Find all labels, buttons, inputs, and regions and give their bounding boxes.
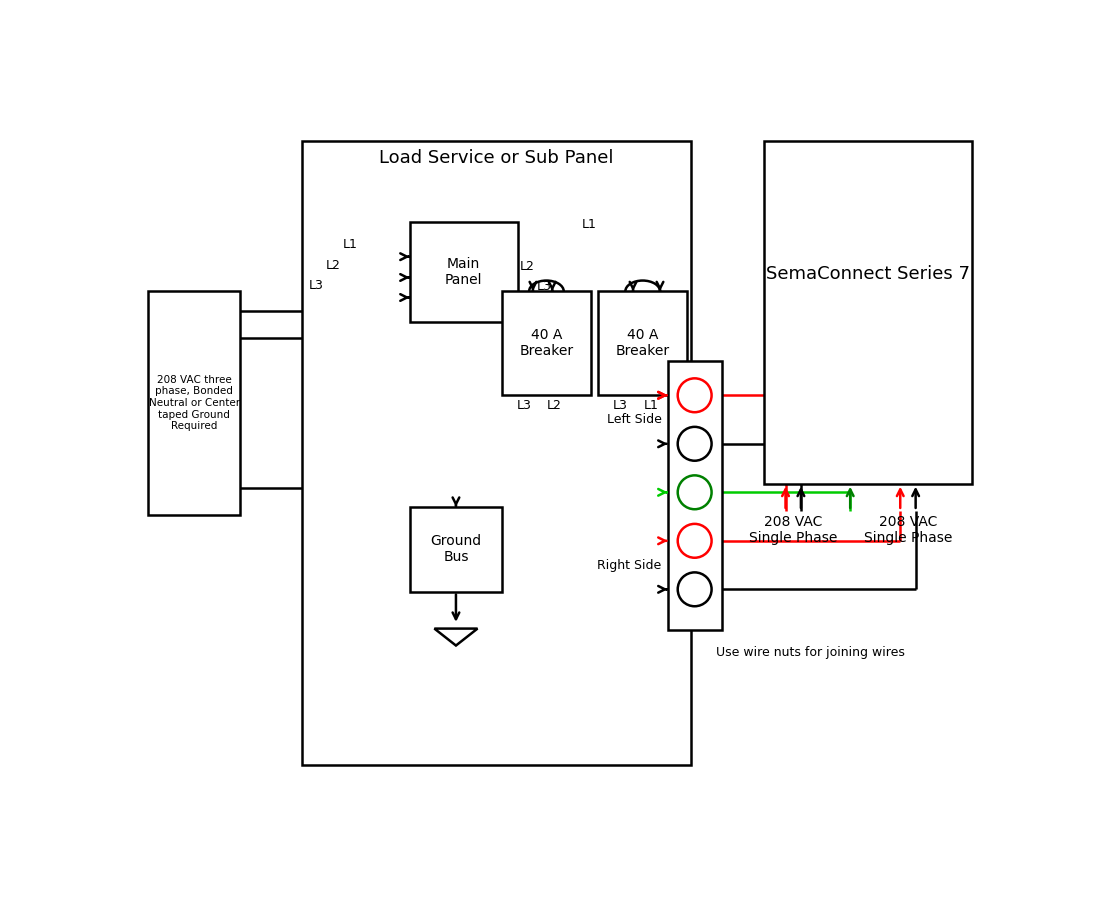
Bar (409, 507, 502, 591)
Text: L2: L2 (547, 399, 562, 412)
Text: L1: L1 (343, 239, 358, 251)
Bar (668, 361, 722, 630)
Text: 40 A
Breaker: 40 A Breaker (519, 328, 573, 358)
Text: SemaConnect Series 7: SemaConnect Series 7 (766, 265, 970, 283)
Text: 40 A
Breaker: 40 A Breaker (616, 328, 670, 358)
Text: L1: L1 (581, 219, 596, 231)
Text: Use wire nuts for joining wires: Use wire nuts for joining wires (716, 646, 904, 658)
Text: 208 VAC three
phase, Bonded
Neutral or Center
taped Ground
Required: 208 VAC three phase, Bonded Neutral or C… (148, 375, 240, 431)
Bar (763, 141, 972, 483)
Text: L3: L3 (516, 399, 531, 412)
Text: Right Side: Right Side (597, 559, 661, 571)
Text: L2: L2 (326, 259, 341, 272)
Bar (409, 222, 518, 322)
Bar (301, 141, 691, 765)
Bar (502, 291, 591, 395)
Text: Ground
Bus: Ground Bus (430, 534, 482, 564)
Text: Load Service or Sub Panel: Load Service or Sub Panel (379, 149, 614, 167)
Text: Main
Panel: Main Panel (444, 257, 483, 288)
Polygon shape (434, 629, 477, 646)
Text: Left Side: Left Side (607, 413, 661, 426)
Text: L3: L3 (613, 399, 627, 412)
Text: 208 VAC
Single Phase: 208 VAC Single Phase (864, 514, 953, 545)
Text: L1: L1 (644, 399, 658, 412)
Text: L3: L3 (537, 280, 552, 293)
Text: 208 VAC
Single Phase: 208 VAC Single Phase (749, 514, 837, 545)
Bar (147, 291, 240, 514)
Bar (598, 291, 686, 395)
Text: L3: L3 (309, 279, 323, 292)
Text: L2: L2 (519, 259, 535, 273)
